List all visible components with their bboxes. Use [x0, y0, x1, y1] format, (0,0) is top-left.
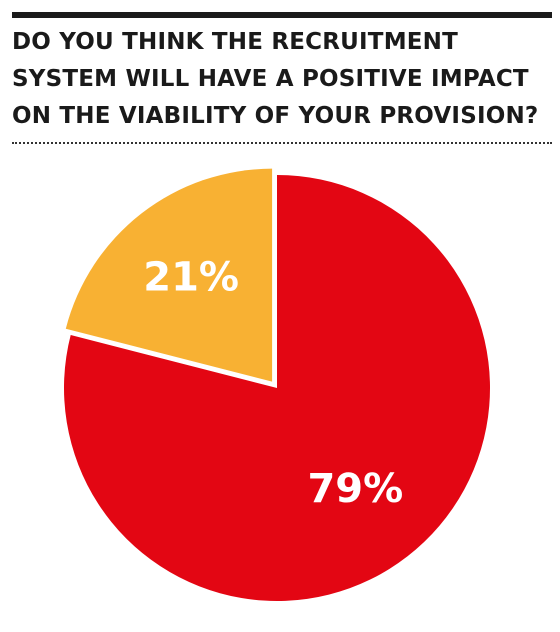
slice-label-21: 21% — [143, 254, 239, 300]
pie-slice-79 — [63, 175, 490, 601]
pie-slice-21 — [65, 168, 273, 382]
top-rule — [12, 12, 552, 18]
slice-label-79: 79% — [307, 466, 403, 512]
chart-title: DO YOU THINK THE RECRUITMENT SYSTEM WILL… — [12, 29, 539, 129]
dotted-divider — [12, 142, 552, 144]
